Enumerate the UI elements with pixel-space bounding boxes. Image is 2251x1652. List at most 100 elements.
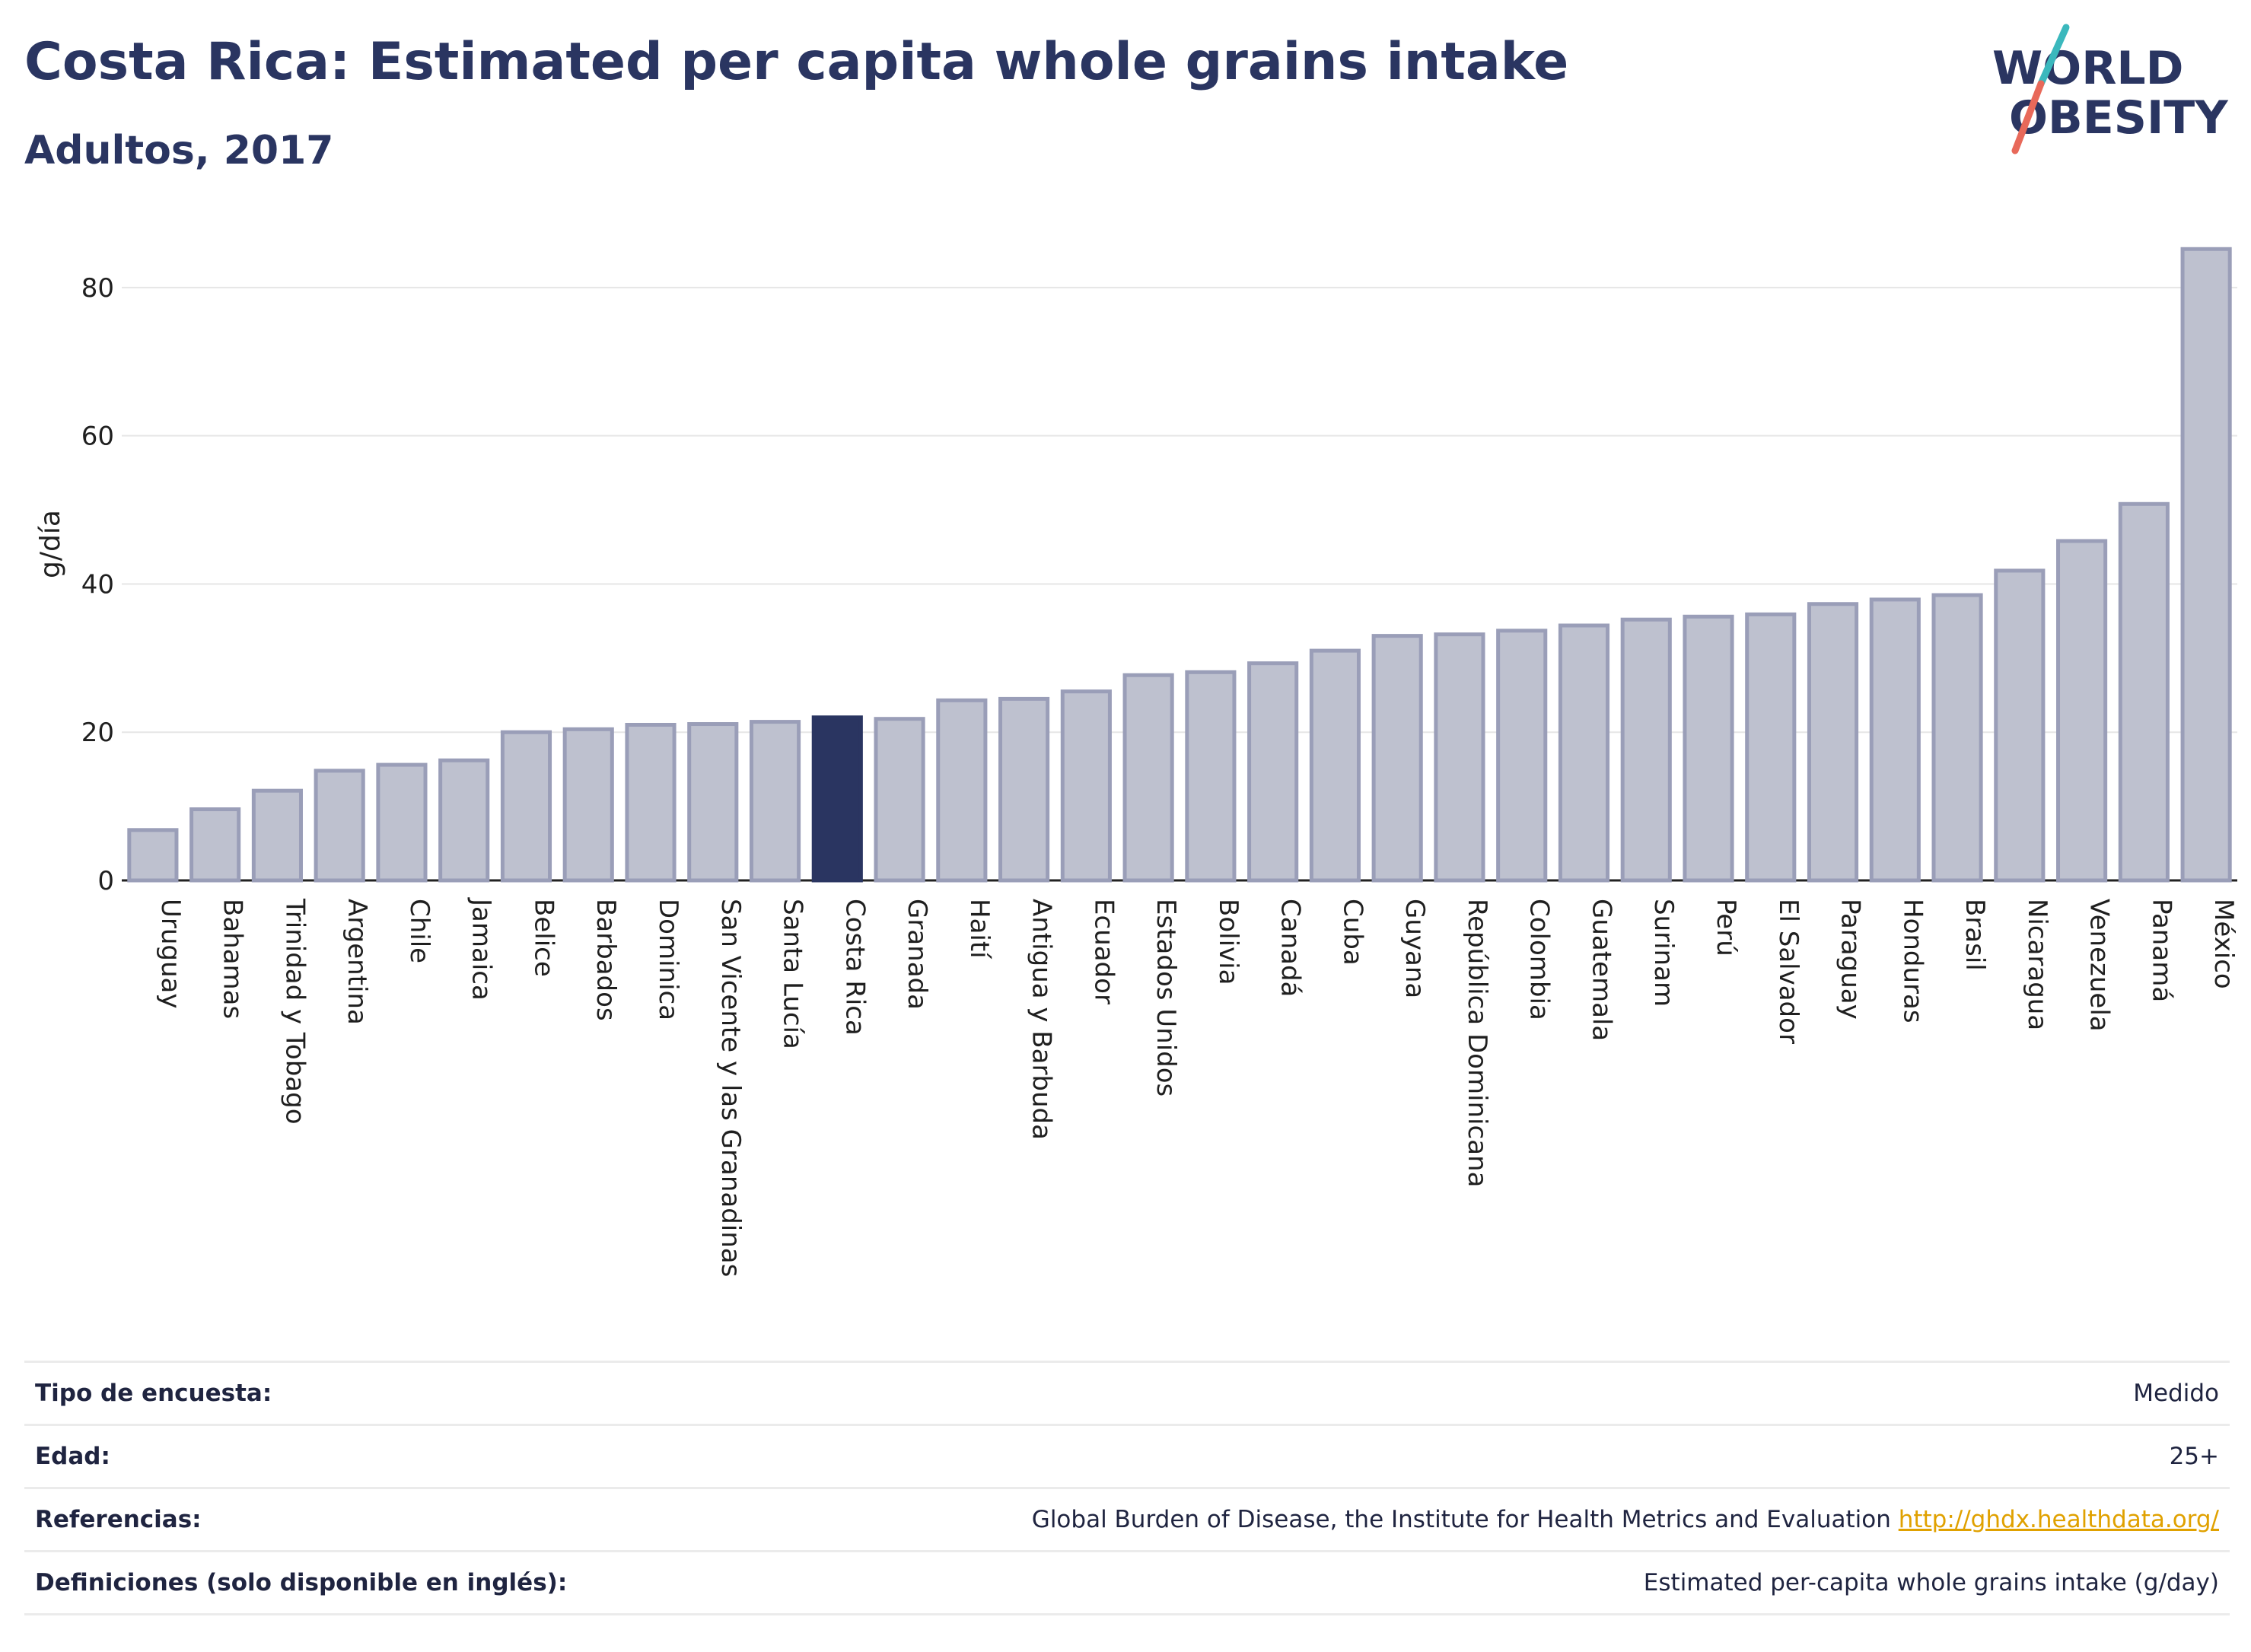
x-category-label: Haití — [964, 899, 995, 960]
info-row-age: Edad: 25+ — [24, 1424, 2230, 1488]
bar[interactable] — [1869, 597, 1921, 883]
x-category-label: Guatemala — [1586, 899, 1616, 1041]
bar[interactable] — [687, 722, 739, 883]
x-category-label: Venezuela — [2084, 899, 2115, 1032]
info-key: Definiciones (solo disponible en inglés)… — [35, 1569, 568, 1596]
x-category-label: Antigua y Barbuda — [1027, 899, 1057, 1140]
y-tick-label: 0 — [97, 866, 114, 896]
bar[interactable] — [874, 717, 925, 883]
x-category-label: Bolivia — [1213, 899, 1243, 985]
logo-slash-coral — [2011, 80, 2045, 154]
chart-subtitle: Adultos, 2017 — [24, 128, 334, 173]
bar[interactable] — [1434, 632, 1485, 883]
bar[interactable] — [1558, 623, 1610, 883]
y-tick-label: 20 — [81, 718, 114, 748]
info-table: Tipo de encuesta: Medido Edad: 25+ Refer… — [24, 1361, 2230, 1615]
x-category-label: Surinam — [1648, 899, 1679, 1007]
bar[interactable] — [1122, 673, 1174, 883]
bar[interactable] — [1247, 661, 1299, 883]
bar[interactable] — [998, 696, 1050, 883]
x-category-label: Honduras — [1897, 899, 1928, 1023]
x-category-label: Chile — [404, 899, 435, 963]
info-row-survey-type: Tipo de encuesta: Medido — [24, 1361, 2230, 1425]
x-category-label: Paraguay — [1836, 899, 1866, 1020]
chart-title: Costa Rica: Estimated per capita whole g… — [24, 32, 1569, 92]
x-category-label: San Vicente y las Granadinas — [715, 899, 746, 1277]
info-value-references: Global Burden of Disease, the Institute … — [717, 1488, 2230, 1552]
bar[interactable] — [2180, 247, 2232, 883]
x-category-label: República Dominicana — [1462, 899, 1492, 1187]
bar[interactable] — [1496, 629, 1548, 883]
info-row-references: Referencias: Global Burden of Disease, t… — [24, 1488, 2230, 1552]
x-category-label: Jamaica — [466, 897, 497, 1001]
x-category-label: Dominica — [653, 899, 683, 1020]
x-category-label: Perú — [1711, 899, 1741, 957]
y-axis-title: g/día — [35, 510, 66, 578]
logo-text-obesity: OBESITY — [2009, 91, 2229, 145]
info-value: Medido — [2133, 1380, 2219, 1407]
reference-link[interactable]: http://ghdx.healthdata.org/ — [1898, 1506, 2219, 1533]
x-category-label: Nicaragua — [2022, 899, 2052, 1030]
x-category-label: Cuba — [1337, 899, 1367, 966]
bar[interactable] — [376, 762, 428, 883]
bar[interactable] — [127, 828, 179, 883]
logo-text-world: WORLD — [1992, 42, 2183, 95]
x-category-label: Guyana — [1399, 899, 1430, 998]
x-category-label: Argentina — [342, 899, 372, 1025]
x-category-label: El Salvador — [1773, 899, 1804, 1044]
bar[interactable] — [1683, 614, 1734, 883]
world-obesity-logo: WORLD OBESITY — [1992, 24, 2229, 154]
x-category-label: Belice — [528, 899, 559, 977]
bar[interactable] — [1620, 617, 1672, 883]
info-key: Edad: — [35, 1443, 110, 1470]
bar[interactable] — [251, 788, 303, 883]
x-category-label: Granada — [902, 899, 932, 1010]
logo-slash-teal — [2037, 24, 2070, 88]
bar[interactable] — [1807, 602, 1859, 883]
bar[interactable] — [562, 727, 614, 883]
x-category-labels: Uruguay Bahamas Trinidad y Tobago Argentina… — [155, 897, 2239, 1277]
x-category-label: Panamá — [2146, 899, 2176, 1002]
y-tick-labels: 0 20 40 60 80 — [81, 273, 114, 896]
info-value: 25+ — [2169, 1443, 2219, 1470]
x-category-label: Santa Lucía — [778, 899, 808, 1049]
bar[interactable] — [2056, 539, 2108, 883]
x-category-label: Uruguay — [155, 899, 186, 1009]
bar[interactable] — [2118, 501, 2170, 883]
x-category-label: Costa Rica — [839, 899, 870, 1036]
reference-text: Global Burden of Disease, the Institute … — [1031, 1506, 1891, 1533]
x-category-label: Brasil — [1960, 899, 1990, 971]
x-category-label: Canadá — [1275, 899, 1306, 997]
bar[interactable] — [438, 758, 490, 883]
x-category-label: Barbados — [591, 899, 621, 1021]
info-key: Tipo de encuesta: — [35, 1380, 272, 1407]
bar[interactable] — [314, 769, 365, 883]
bar[interactable] — [1309, 648, 1361, 883]
y-tick-label: 40 — [81, 569, 114, 600]
info-value: Estimated per-capita whole grains intake… — [1643, 1569, 2219, 1596]
bar[interactable] — [625, 722, 677, 883]
x-category-label: Estados Unidos — [1151, 899, 1181, 1097]
bar[interactable] — [1060, 689, 1112, 883]
bar-chart: 0 20 40 60 80 Uruguay Bahamas Trinidad y Tobag… — [35, 247, 2239, 1277]
x-category-label: Colombia — [1524, 899, 1555, 1020]
x-category-label: Ecuador — [1088, 899, 1119, 1004]
bar[interactable] — [1745, 612, 1797, 883]
bar[interactable] — [749, 720, 801, 883]
x-category-label: Trinidad y Tobago — [279, 898, 310, 1125]
bars — [127, 247, 2232, 883]
bar[interactable] — [1931, 593, 1983, 883]
bar[interactable] — [189, 807, 241, 883]
bar-highlighted[interactable] — [811, 715, 863, 883]
bar[interactable] — [500, 730, 552, 883]
x-category-label: México — [2208, 899, 2239, 989]
info-row-definitions: Definiciones (solo disponible en inglés)… — [24, 1551, 2230, 1615]
info-key: Referencias: — [35, 1506, 202, 1533]
bar[interactable] — [1185, 670, 1237, 883]
bar[interactable] — [936, 698, 988, 883]
bar[interactable] — [1994, 568, 2046, 883]
y-tick-label: 80 — [81, 273, 114, 304]
bar[interactable] — [1371, 634, 1423, 883]
y-tick-label: 60 — [81, 422, 114, 452]
x-category-label: Bahamas — [218, 899, 248, 1019]
